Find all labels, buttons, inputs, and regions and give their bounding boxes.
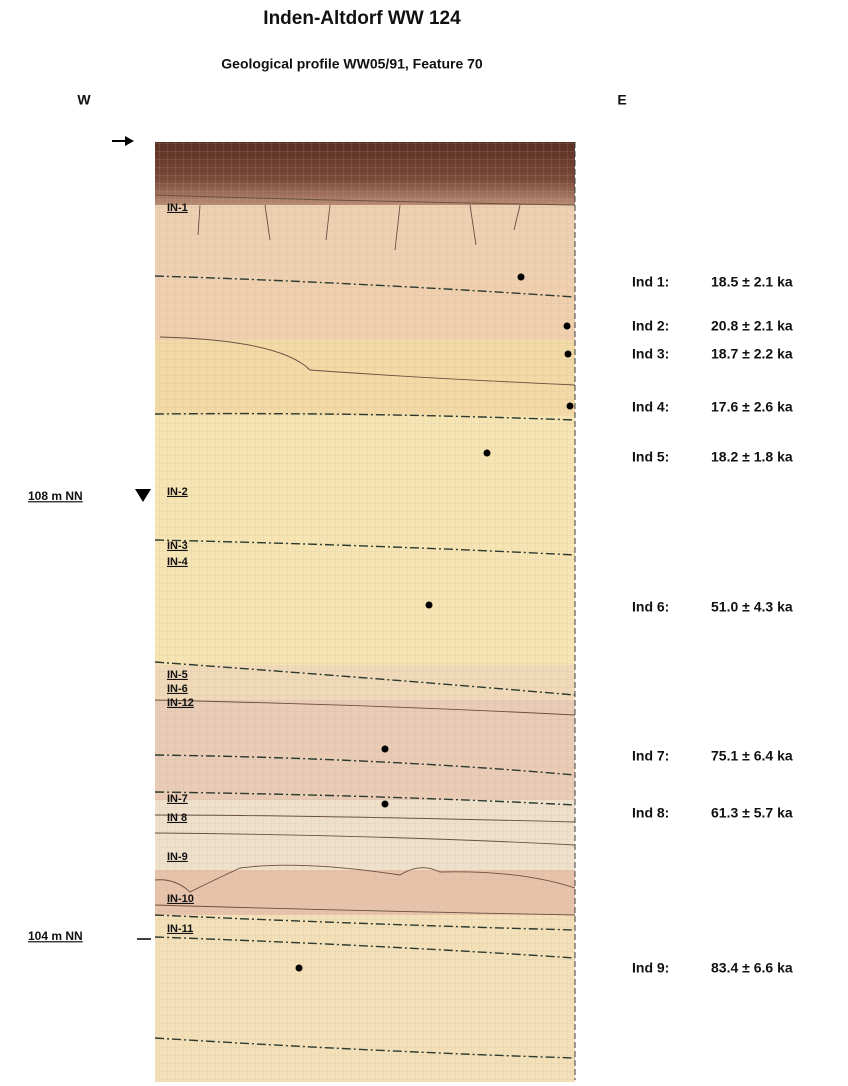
sample-label: Ind 2: (632, 318, 669, 334)
sample-age: 83.4 ± 6.6 ka (711, 960, 793, 976)
unit-label: IN-6 (167, 683, 188, 695)
sample-age: 75.1 ± 6.4 ka (711, 748, 793, 764)
unit-label: IN-7 (167, 793, 188, 805)
sample-age: 18.5 ± 2.1 ka (711, 274, 793, 290)
sample-age: 20.8 ± 2.1 ka (711, 318, 793, 334)
sample-point (565, 351, 572, 358)
sample-point (296, 965, 303, 972)
sample-label: Ind 8: (632, 805, 669, 821)
unit-label: IN-9 (167, 851, 188, 863)
sample-point (484, 450, 491, 457)
sample-age: 17.6 ± 2.6 ka (711, 399, 793, 415)
sample-point (382, 801, 389, 808)
sample-label: Ind 4: (632, 399, 669, 415)
sample-age: 51.0 ± 4.3 ka (711, 599, 793, 615)
sample-age: 18.2 ± 1.8 ka (711, 449, 793, 465)
unit-label: IN-3 (167, 540, 188, 552)
arrow (112, 136, 134, 146)
page: Inden-Altdorf WW 124 Geological profile W… (0, 0, 848, 1086)
sample-point (426, 602, 433, 609)
sample-point (518, 274, 525, 281)
unit-label: IN-10 (167, 893, 194, 905)
sample-label: Ind 1: (632, 274, 669, 290)
sample-point (564, 323, 571, 330)
level-label: 108 m NN (28, 489, 83, 503)
sample-point (382, 746, 389, 753)
sample-label: Ind 6: (632, 599, 669, 615)
sample-label: Ind 9: (632, 960, 669, 976)
sample-label: Ind 7: (632, 748, 669, 764)
unit-label: IN-4 (167, 556, 189, 568)
unit-label: IN 8 (167, 812, 187, 824)
title: Inden-Altdorf WW 124 (263, 8, 461, 29)
unit-label: IN-5 (167, 669, 188, 681)
unit-label: IN-2 (167, 486, 188, 498)
water-level-marker (135, 489, 151, 502)
sample-age: 61.3 ± 5.7 ka (711, 805, 793, 821)
sample-label: Ind 5: (632, 449, 669, 465)
unit-label: IN-1 (167, 202, 188, 214)
unit-label: IN-12 (167, 697, 194, 709)
sample-point (567, 403, 574, 410)
profile (155, 142, 575, 1082)
west-label: W (77, 92, 91, 108)
level-label: 104 m NN (28, 929, 83, 943)
sample-age: 18.7 ± 2.2 ka (711, 346, 793, 362)
subtitle: Geological profile WW05/91, Feature 70 (221, 56, 483, 72)
unit-label: IN-11 (167, 923, 193, 935)
sample-label: Ind 3: (632, 346, 669, 362)
east-label: E (617, 92, 626, 108)
